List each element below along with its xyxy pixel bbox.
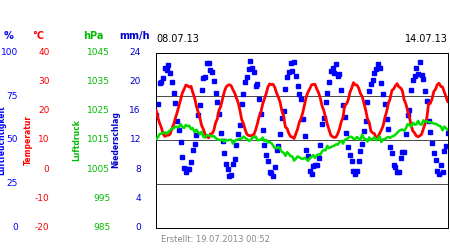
Text: 24: 24 — [130, 48, 141, 57]
Text: 4: 4 — [135, 194, 141, 203]
Text: Erstellt: 19.07.2013 00:52: Erstellt: 19.07.2013 00:52 — [161, 235, 270, 244]
Text: -20: -20 — [35, 223, 50, 232]
Text: 1015: 1015 — [87, 136, 110, 144]
Text: Luftfeuchtigkeit: Luftfeuchtigkeit — [0, 105, 6, 175]
Text: 30: 30 — [38, 77, 50, 86]
Text: 985: 985 — [93, 223, 110, 232]
Text: 0: 0 — [12, 223, 18, 232]
Text: 100: 100 — [1, 48, 18, 57]
Text: 1005: 1005 — [87, 165, 110, 174]
Text: mm/h: mm/h — [119, 31, 150, 41]
Text: 25: 25 — [7, 179, 18, 188]
Text: 40: 40 — [38, 48, 50, 57]
Text: 75: 75 — [6, 92, 18, 101]
Text: 16: 16 — [129, 106, 141, 115]
Text: Luftdruck: Luftdruck — [72, 119, 81, 161]
Text: 50: 50 — [6, 136, 18, 144]
Text: 1045: 1045 — [87, 48, 110, 57]
Text: 14.07.13: 14.07.13 — [405, 34, 448, 44]
Text: 20: 20 — [38, 106, 50, 115]
Text: 995: 995 — [93, 194, 110, 203]
Text: 1025: 1025 — [87, 106, 110, 115]
Text: 0: 0 — [135, 223, 141, 232]
Text: °C: °C — [32, 31, 45, 41]
Text: 0: 0 — [44, 165, 50, 174]
Text: 08.07.13: 08.07.13 — [156, 34, 199, 44]
Text: 20: 20 — [130, 77, 141, 86]
Text: -10: -10 — [35, 194, 50, 203]
Text: 12: 12 — [130, 136, 141, 144]
Text: 1035: 1035 — [87, 77, 110, 86]
Text: Temperatur: Temperatur — [23, 115, 32, 165]
Text: 10: 10 — [38, 136, 50, 144]
Text: %: % — [4, 31, 13, 41]
Text: Niederschlag: Niederschlag — [112, 112, 121, 168]
Text: hPa: hPa — [83, 31, 104, 41]
Text: 8: 8 — [135, 165, 141, 174]
